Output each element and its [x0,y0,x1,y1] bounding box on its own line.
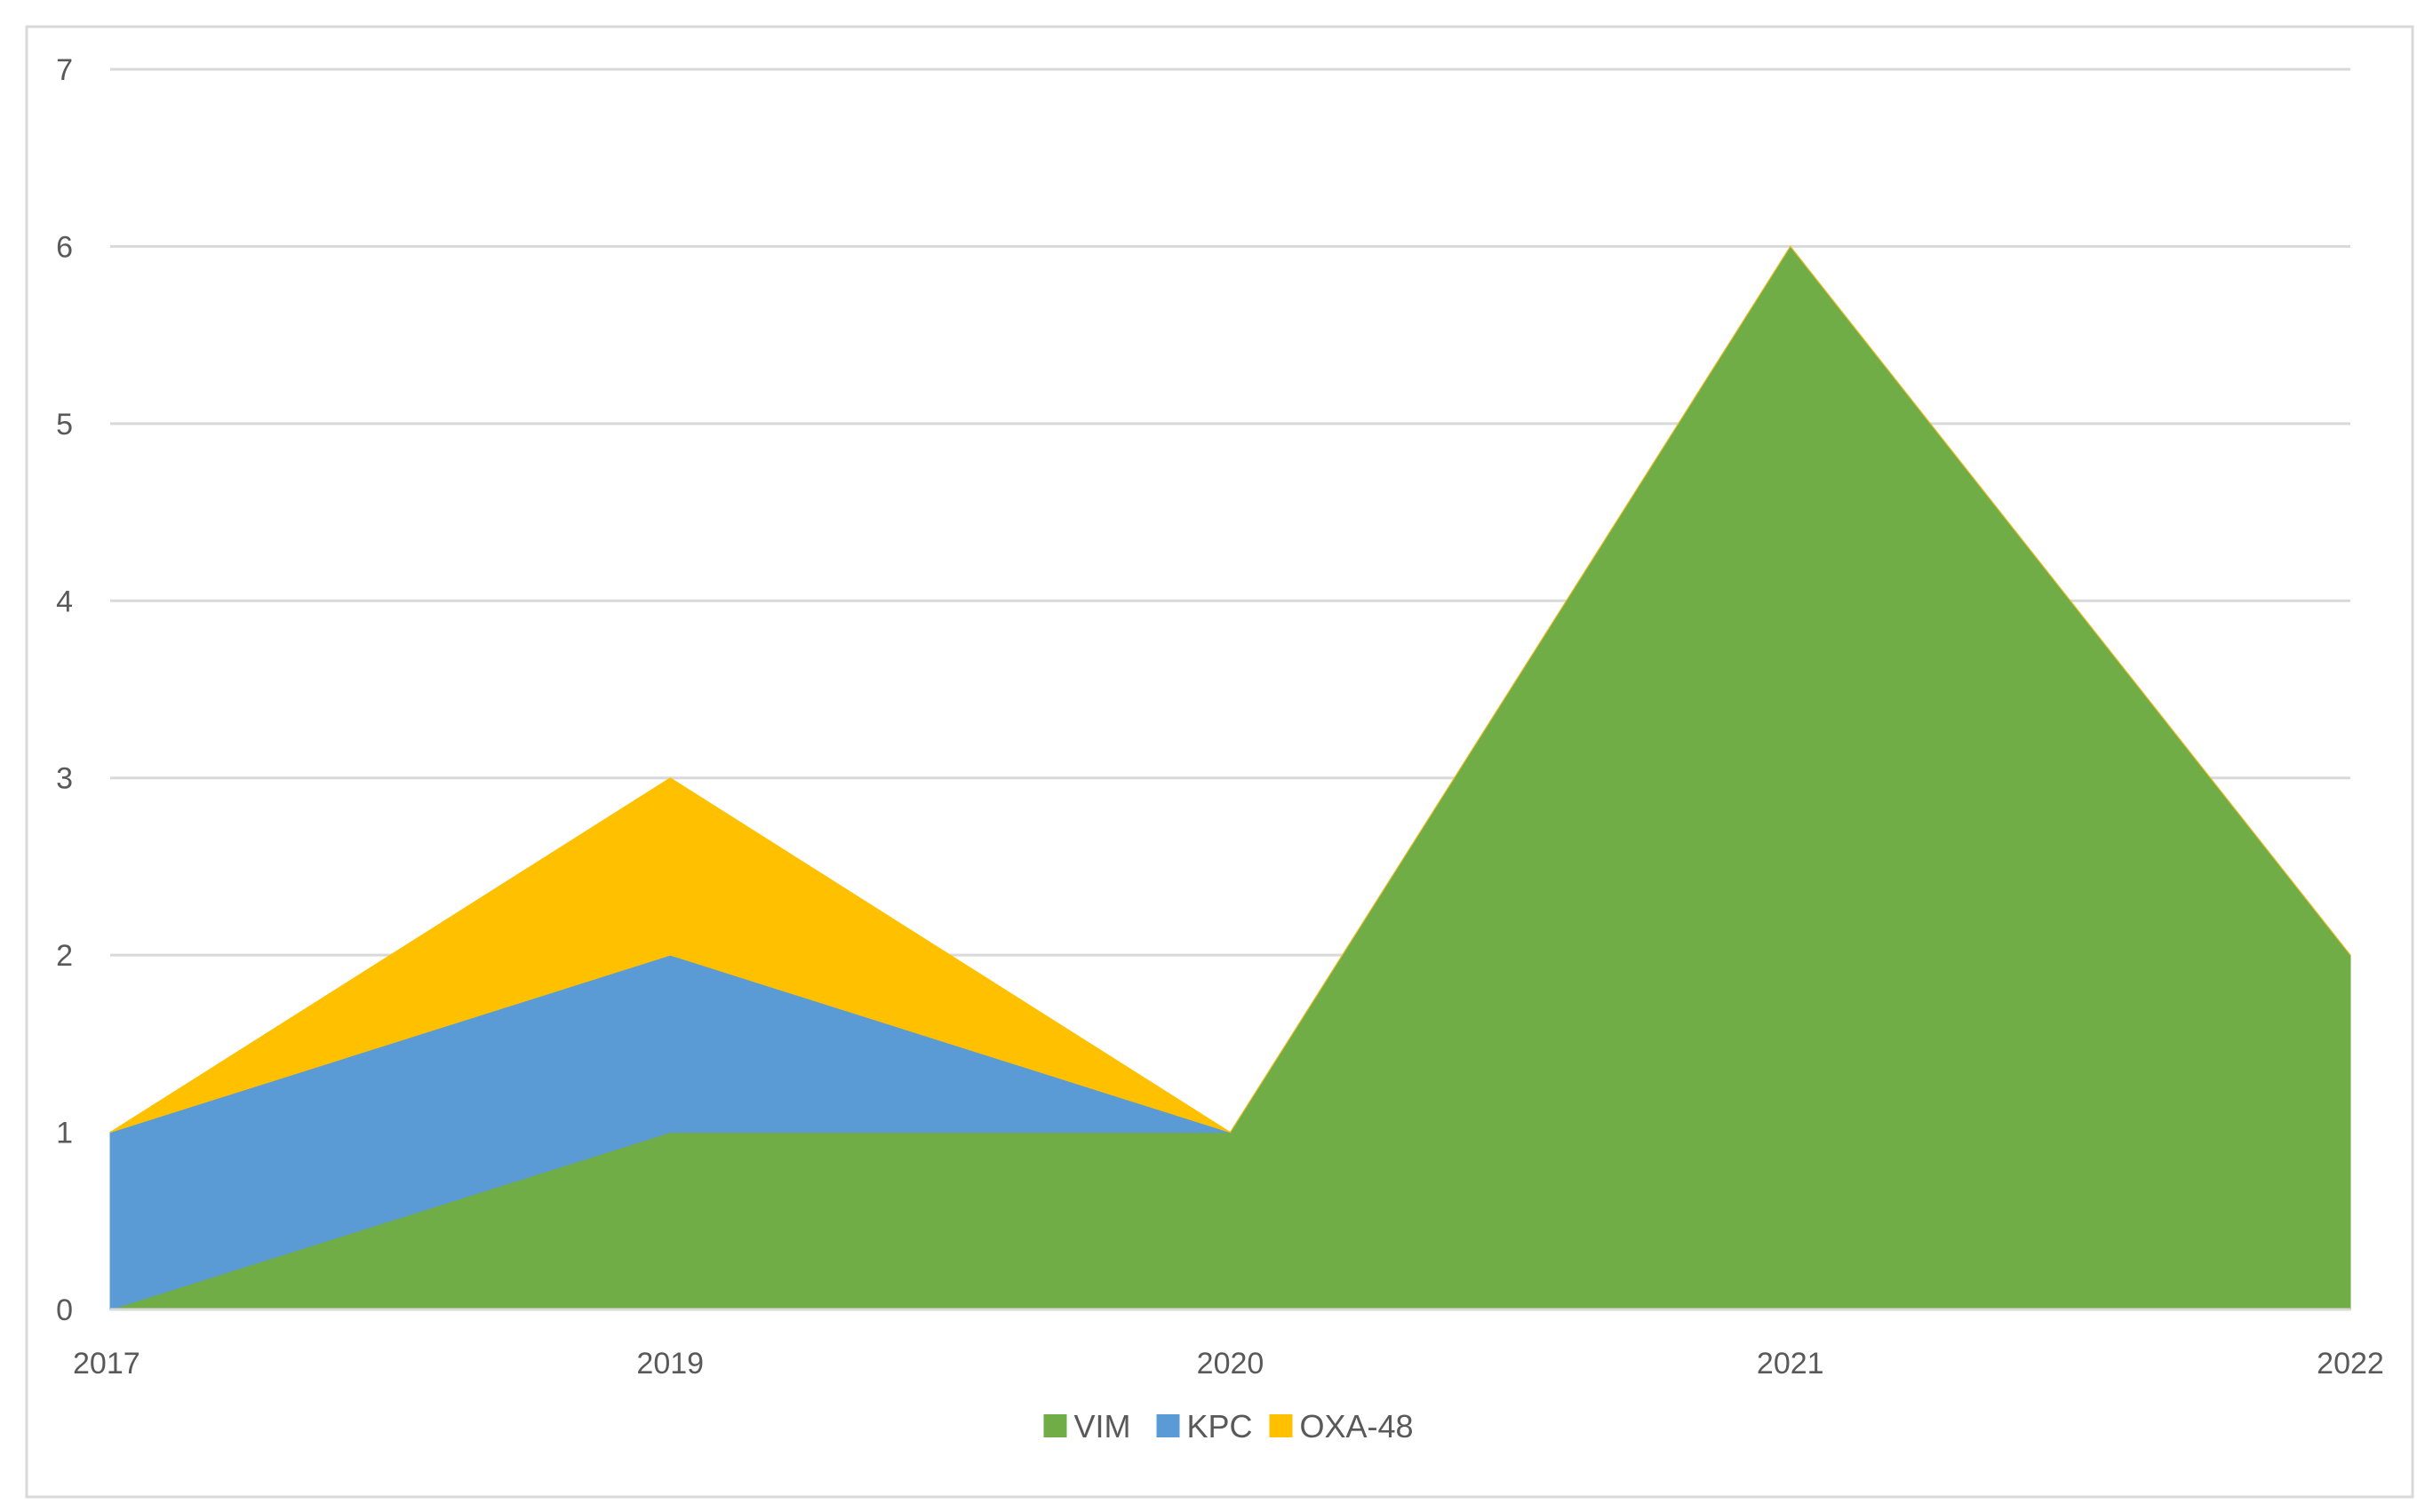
y-tick-label-0: 0 [56,1293,73,1327]
x-tick-label-2017: 2017 [73,1347,140,1381]
y-tick-label-3: 3 [56,762,73,796]
y-tick-label-2: 2 [56,939,73,973]
x-tick-label-2020: 2020 [1197,1347,1264,1381]
legend-swatch-oxa-48 [1269,1414,1293,1437]
legend-swatch-vim [1043,1414,1067,1437]
y-tick-label-1: 1 [56,1117,73,1150]
x-tick-label-2022: 2022 [2317,1347,2384,1381]
x-axis: 2017 2019 2020 2021 2022 [73,1308,2384,1381]
y-tick-label-7: 7 [56,53,73,87]
legend-label-oxa-48: OXA-48 [1300,1408,1414,1444]
legend-label-kpc: KPC [1187,1408,1253,1444]
y-tick-label-5: 5 [56,408,73,442]
legend-label-vim: VIM [1074,1408,1131,1444]
y-tick-label-6: 6 [56,230,73,264]
y-tick-label-4: 4 [56,585,73,618]
x-tick-label-2021: 2021 [1757,1347,1824,1381]
y-axis: 0 1 2 3 4 5 6 7 [56,53,73,1327]
area-oxa-48 [109,245,2351,1134]
x-tick-label-2019: 2019 [636,1347,704,1381]
legend-swatch-kpc [1156,1414,1180,1437]
legend: VIM KPC OXA-48 [1043,1408,1414,1444]
